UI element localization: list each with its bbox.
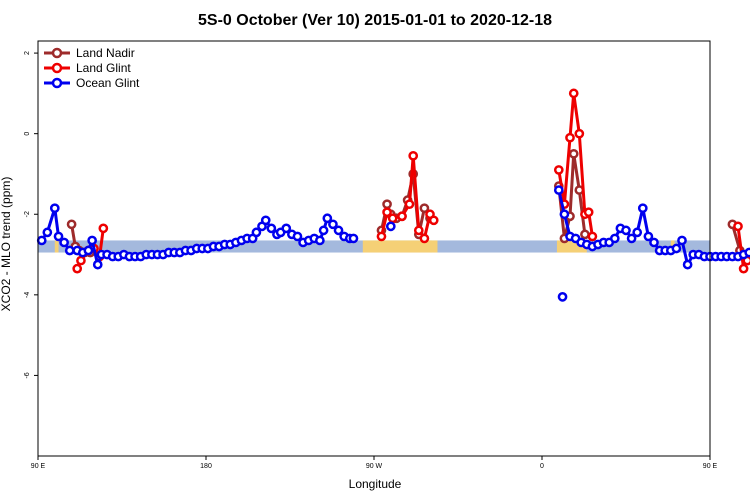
series-layer (36, 88, 750, 302)
ocean-glint-point (36, 235, 47, 246)
ocean-glint-point (53, 231, 64, 242)
ocean-glint-point (609, 233, 620, 244)
legend-item-land-nadir: Land Nadir (44, 46, 135, 60)
land-glint-point (553, 165, 564, 175)
chart-title: 5S-0 October (Ver 10) 2015-01-01 to 2020… (198, 12, 552, 29)
land-glint-point (565, 132, 575, 143)
ocean-glint-point (671, 243, 682, 254)
ocean-glint-point (322, 213, 333, 224)
ocean-glint-point (260, 215, 271, 226)
legend-item-ocean-glint: Ocean Glint (44, 76, 140, 90)
land-band-segment (54, 240, 59, 253)
series-land-glint (72, 88, 750, 274)
ocean-glint-point (64, 245, 75, 256)
land-glint-point (574, 128, 585, 139)
land-glint-point (738, 263, 749, 274)
land-glint-point (76, 255, 86, 266)
ocean-glint-point (385, 221, 396, 232)
ocean-glint-point (632, 227, 643, 238)
x-tick-label: 90 E (31, 463, 46, 470)
land-glint-point (397, 211, 407, 222)
ocean-glint-point (637, 203, 648, 214)
ocean-glint-point (42, 227, 53, 238)
ocean-glint-point (649, 237, 659, 248)
x-tick-label: 90 W (366, 463, 383, 470)
y-tick-label: 2 (24, 51, 31, 55)
legend-swatch-marker (51, 62, 63, 74)
ocean-glint-point (318, 225, 329, 236)
legend-swatch-marker (51, 77, 63, 89)
y-axis-ticks: 2 0 -2 -4 -6 (24, 51, 38, 379)
legend-label: Ocean Glint (76, 76, 140, 90)
land-glint-point (428, 215, 439, 226)
ocean-glint-point (59, 237, 69, 248)
legend-swatch-marker (51, 47, 63, 59)
legend-item-land-glint: Land Glint (44, 61, 131, 75)
ocean-glint-point (677, 235, 687, 246)
land-glint-point (413, 225, 424, 236)
land-nadir-point (580, 229, 590, 240)
land-nadir-point (66, 219, 77, 230)
land-glint-point (72, 263, 83, 274)
ocean-glint-point (553, 185, 564, 195)
y-axis-label: XCO2 - MLO trend (ppm) (0, 177, 13, 312)
land-glint-point (382, 207, 392, 218)
ocean-glint-point (333, 225, 344, 236)
ocean-glint-point (328, 219, 338, 230)
ocean-glint-point (281, 223, 292, 234)
ocean-glint-point (744, 247, 750, 258)
ocean-glint-point (643, 231, 654, 242)
ocean-glint-point (266, 223, 277, 234)
x-tick-label: 90 E (703, 463, 718, 470)
ocean-glint-point (292, 231, 303, 242)
legend-label: Land Glint (76, 61, 131, 75)
land-band-segment (430, 240, 438, 253)
ocean-glint-point (626, 233, 637, 244)
land-glint-point (733, 221, 743, 232)
ocean-glint-point (559, 209, 570, 220)
ocean-glint-point (87, 235, 97, 246)
ocean-glint-point (83, 245, 94, 256)
x-axis-label: Longitude (349, 477, 402, 491)
y-tick-label: 0 (24, 132, 31, 136)
land-glint-point (387, 213, 398, 224)
ocean-glint-point (315, 235, 325, 246)
ocean-glint-point (557, 291, 568, 302)
land-glint-point (583, 207, 594, 218)
ocean-glint-point (682, 259, 693, 270)
x-tick-label: 180 (200, 463, 212, 470)
land-glint-point (419, 233, 430, 244)
land-glint-point (568, 88, 579, 99)
land-glint-point (408, 150, 419, 161)
ocean-glint-point (92, 259, 103, 270)
land-glint-point (376, 231, 387, 242)
legend-label: Land Nadir (76, 46, 135, 60)
x-axis-ticks: 90 E 180 90 W 0 90 E (31, 456, 718, 470)
series-ocean-glint (36, 185, 750, 302)
land-glint-point (98, 223, 109, 234)
land-nadir-point (382, 199, 392, 210)
y-tick-label: -4 (24, 292, 31, 298)
land-glint-point (404, 199, 415, 210)
ocean-glint-point (49, 203, 60, 214)
ocean-glint-point (251, 227, 262, 238)
land-nadir-point (568, 148, 579, 159)
y-tick-label: -2 (24, 211, 31, 217)
land-nadir-line (557, 152, 587, 240)
land-nadir-point (419, 203, 430, 214)
x-tick-label: 0 (540, 463, 544, 470)
land-band-segment (362, 240, 432, 253)
land-glint-point (587, 231, 598, 242)
ocean-glint-point (621, 225, 631, 236)
ocean-glint-point (348, 233, 359, 244)
y-tick-label: -6 (24, 372, 31, 378)
